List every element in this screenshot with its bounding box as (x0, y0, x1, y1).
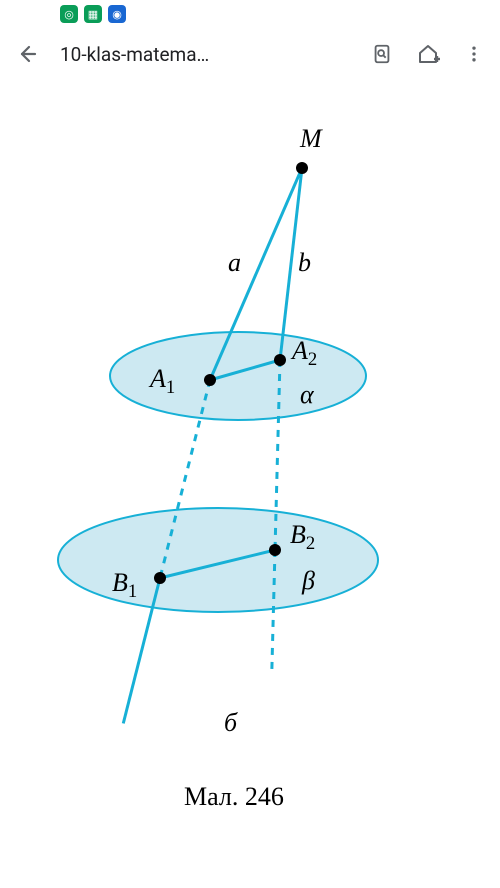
label-A2: A2 (292, 336, 317, 371)
label-b_lower: б (224, 708, 237, 738)
point-B2 (269, 544, 281, 556)
geometry-diagram: Ma b A1 A2 α B1 B2 β б Мал. 246 (0, 80, 500, 820)
label-alpha: α (300, 380, 314, 410)
label-beta: β (302, 566, 315, 596)
label-B2: B2 (290, 520, 315, 555)
back-icon[interactable] (14, 42, 38, 66)
label-b: b (298, 248, 311, 278)
app-icon-1: ◎ (60, 5, 78, 23)
point-A1 (204, 374, 216, 386)
point-B1 (154, 572, 166, 584)
label-M: M (300, 124, 322, 154)
point-A2 (274, 354, 286, 366)
label-a: a (228, 248, 241, 278)
app-icon-3: ◉ (108, 5, 126, 23)
more-icon[interactable] (462, 42, 486, 66)
plane-ellipse-0 (110, 332, 366, 420)
plane-ellipse-1 (58, 508, 378, 612)
app-icon-2: ▦ (84, 5, 102, 23)
find-in-page-icon[interactable] (370, 42, 394, 66)
label-B1: B1 (112, 568, 137, 603)
page-title: 10-klas-matema… (60, 43, 348, 66)
add-home-icon[interactable] (416, 42, 440, 66)
status-bar: ◎ ▦ ◉ (0, 0, 500, 28)
point-M (296, 162, 308, 174)
browser-toolbar: 10-klas-matema… (0, 28, 500, 80)
label-A1: A1 (150, 364, 175, 399)
figure-caption: Мал. 246 (184, 782, 284, 812)
